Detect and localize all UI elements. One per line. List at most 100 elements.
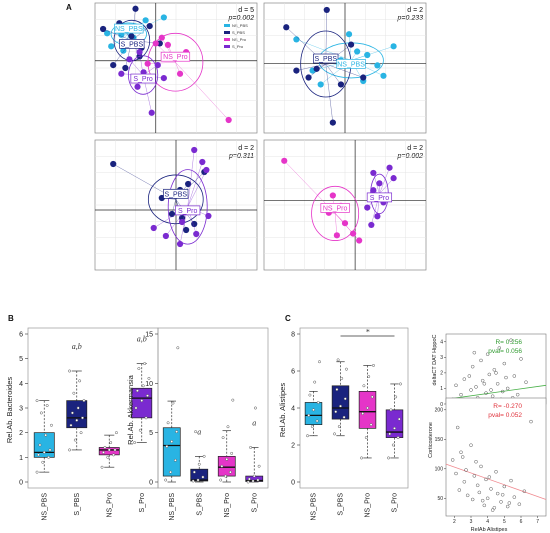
alist-jitter-point (367, 375, 371, 378)
alist-jitter-point (394, 395, 398, 399)
alist-box-ns-pro (358, 391, 377, 429)
pca1-point-ns-pro (225, 116, 232, 124)
corr1-ytick-label: 4 (440, 340, 443, 346)
bact-jitter-point (35, 399, 39, 403)
bact-ytick-label: 6 (19, 332, 23, 339)
corr2-point (507, 501, 512, 505)
corr1-point (524, 380, 528, 384)
alist-jitter-point (334, 410, 338, 414)
bact-jitter-point (146, 394, 149, 398)
pca4-point-s-pro (374, 213, 381, 220)
corr1-point (497, 346, 502, 350)
corr1-point (515, 392, 520, 397)
bact-jitter-point (44, 433, 48, 437)
pca-plot-1-legend: NS_PBS S_PBS NS_Pro S_Pro (224, 23, 248, 49)
pca1-point-s-pro (118, 70, 125, 77)
alist-jitter-point (318, 360, 321, 364)
pca2-point-ns-pbs (345, 31, 353, 38)
alist-jitter-point (366, 406, 369, 410)
pca3-label-s-pro: S_Pro (178, 208, 198, 215)
pca3-spoke-s-pro (187, 149, 195, 207)
alist-jitter-point (312, 408, 315, 412)
corr1-point (512, 374, 517, 378)
corr2-point (490, 508, 495, 512)
bact-significance-s-pro: a,b (137, 335, 147, 344)
corr1-point (492, 368, 497, 372)
akk-ytick-label: 15 (145, 332, 153, 339)
pca4-point-ns-pro (281, 157, 288, 164)
bact-xtick-s-pbs: S_PBS (74, 493, 81, 516)
pca3-point-s-pro (162, 232, 169, 240)
corr1-point (494, 371, 498, 375)
akk-jitter-point (169, 470, 172, 474)
pca1-point-s-pbs (100, 25, 107, 33)
bact-jitter-point (114, 431, 118, 435)
alist-jitter-point (393, 426, 396, 430)
corr1-point (474, 385, 478, 389)
pca2-spoke-s-pbs (325, 63, 342, 85)
pca1-spoke-ns-pro (175, 62, 229, 121)
corr2-point (500, 493, 505, 497)
bact-jitter-point (78, 379, 82, 383)
bact-jitter-point (137, 367, 141, 370)
pca2-spoke-s-pbs (325, 63, 364, 78)
pca4-point-s-pro (368, 221, 375, 229)
akk-jitter-point (164, 478, 168, 482)
akk-significance-s-pbs: a (197, 427, 201, 436)
bact-jitter-point (134, 406, 138, 410)
pca3-point-s-pro (191, 146, 198, 154)
pca1-point-s-pro (126, 56, 133, 63)
bact-jitter-point (72, 391, 76, 395)
alist-jitter-point (308, 393, 312, 397)
correlation-plot-cort-pval: pval= 0.052 (488, 412, 522, 419)
corr1-point (470, 364, 475, 369)
bact-jitter-point (42, 450, 46, 454)
pca-plot-1-p-value: p=0.002 (228, 15, 255, 22)
corr2-xtick-label: 6 (520, 519, 523, 525)
corr2-point (477, 490, 482, 495)
correlation-plot-dat-r: R= 0.256 (495, 339, 522, 346)
corr2-point (492, 506, 497, 510)
pca2-label-ns-pbs: NS_PBS (337, 61, 365, 68)
akk-jitter-point (221, 436, 225, 440)
boxplot-bacteroides: Rel.Ab. Bacteroides 0 1 2 3 4 5 6 NS_PBS a,b S_PB… (5, 327, 159, 521)
akk-jitter-point (173, 458, 177, 462)
corr2-point (472, 474, 477, 478)
alist-jitter-point (315, 419, 319, 423)
corr1-point (459, 392, 463, 397)
pca-plot-1: d = 5 p=0.002 NS_PBS S_PBS NS_Pro S_Pro … (94, 2, 258, 134)
corr1-point (484, 391, 488, 395)
pca1-label-ns-pro: NS_Pro (163, 54, 188, 61)
alist-jitter-point (360, 456, 363, 460)
pca1-label-ns-pbs: NS_PBS (115, 26, 143, 33)
pca2-point-ns-pbs (317, 81, 324, 88)
pca4-point-ns-pro (350, 230, 357, 237)
legend-label-ns-pro: NS_Pro (232, 37, 247, 42)
pca1-point-s-pro (134, 83, 141, 90)
alist-ytick-label: 6 (291, 369, 295, 376)
bact-jitter-point (82, 399, 86, 403)
bact-jitter-point (69, 423, 73, 427)
alist-jitter-point (345, 367, 348, 371)
alist-jitter-point (369, 423, 373, 427)
pca1-spoke-ns-pbs (107, 33, 129, 35)
pca1-point-ns-pro (164, 41, 171, 48)
akk-jitter-point (170, 440, 174, 443)
pca2-point-s-pbs (283, 24, 290, 31)
akk-jitter-point (171, 401, 175, 405)
alist-xtick-ns-pro: NS_Pro (365, 493, 372, 518)
alist-jitter-point (313, 380, 317, 384)
pca3-ellipse-s-pro (167, 169, 208, 245)
pca3-point-s-pro (199, 158, 206, 166)
pca-plot-2-d-label: d = 2 (407, 7, 423, 14)
pca4-point-s-pro (386, 164, 393, 171)
akk-jitter-point (175, 430, 179, 434)
akk-jitter-point (165, 445, 169, 448)
correlation-plot-cort-r: R= -0.270 (493, 403, 522, 410)
alist-ytick-label: 0 (291, 480, 295, 487)
pca2-point-ns-pbs (374, 62, 381, 69)
pca-plot-2-p-value: p=0.233 (397, 15, 424, 22)
corr2-point (487, 475, 492, 479)
akk-box-ns-pbs (162, 427, 181, 477)
alist-jitter-point (388, 432, 392, 436)
